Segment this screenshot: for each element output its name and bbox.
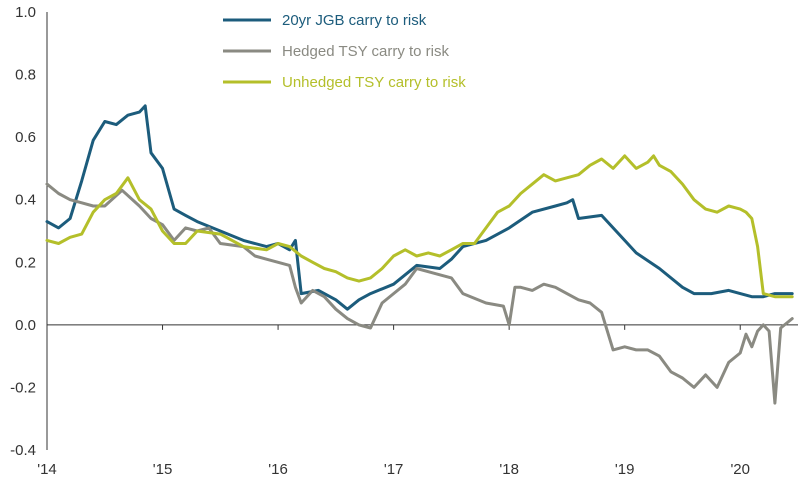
legend: 20yr JGB carry to risk Hedged TSY carry t… [223,12,466,91]
x-axis-ticks: '14 '15 '16 '17 '18 '19 '20 [37,324,750,478]
x-tick-label: '18 [499,461,519,478]
series-line-1 [45,104,794,311]
y-axis-ticks: 1.0 0.8 0.6 0.4 0.2 0.0 -0.2 -0.4 [10,4,36,459]
series-line-3 [45,154,794,299]
x-tick-label: '19 [615,461,635,478]
series-layer [45,104,794,405]
series-line-2 [45,182,794,405]
y-tick-label: 0.8 [15,67,36,84]
y-tick-label: -0.2 [10,379,36,396]
y-tick-label: 0.2 [15,254,36,271]
legend-label: Unhedged TSY carry to risk [282,74,466,91]
x-tick-label: '16 [268,461,288,478]
x-tick-label: '14 [37,461,57,478]
legend-label: Hedged TSY carry to risk [282,43,450,60]
x-tick-label: '20 [730,461,750,478]
y-tick-label: 1.0 [15,4,36,21]
legend-label: 20yr JGB carry to risk [282,12,427,29]
axes-frame [46,12,798,450]
y-tick-label: 0.0 [15,317,36,334]
y-tick-label: 0.6 [15,129,36,146]
x-tick-label: '17 [384,461,404,478]
x-tick-label: '15 [153,461,173,478]
y-tick-label: 0.4 [15,192,36,209]
y-tick-label: -0.4 [10,442,36,459]
